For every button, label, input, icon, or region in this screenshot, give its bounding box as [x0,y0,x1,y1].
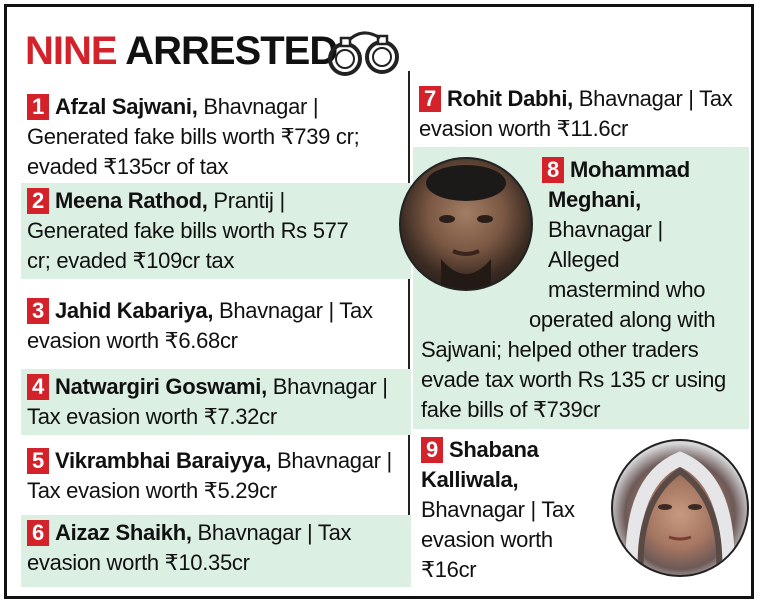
entry-3: 3 Jahid Kabariya, Bhavnagar | Tax evasion… [21,293,411,359]
entry-number: 9 [421,437,443,463]
headline-count: NINE [25,29,118,73]
entry-text: cr; evaded ₹109cr tax [27,248,235,273]
entry-text: Bhavnagar | [548,217,663,242]
entry-text: operated along with [529,307,716,332]
column-divider [408,71,410,585]
face-illustration-icon [625,451,735,575]
entry-name: Aizaz Shaikh, [55,520,192,545]
handcuffs-icon [328,31,399,76]
entry-8-body-wide: Sajwani; helped other traders evade tax … [421,335,726,425]
entry-text: evaded ₹135cr of tax [27,154,229,179]
entry-text: Tax evasion worth ₹5.29cr [27,478,277,503]
entry-name: Shabana [449,437,539,462]
entry-text: evasion worth ₹10.35cr [27,550,250,575]
entry-name: Jahid Kabariya, [55,298,214,323]
shabana-kalliwala-photo [611,439,749,577]
entry-number: 5 [27,448,49,474]
entry-text: evasion worth ₹11.6cr [419,116,629,141]
headline-word: ARRESTED [125,29,338,73]
entry-text: Prantij | [207,188,285,213]
entry-text: Alleged [548,247,620,272]
entry-text: Bhavnagar | Tax [572,86,733,111]
entry-1: 1 Afzal Sajwani, Bhavnagar | Generated fa… [21,89,411,185]
entry-number: 2 [27,188,49,214]
entry-text: Sajwani; helped other traders [421,337,699,362]
entry-text: Bhavnagar | Tax [213,298,373,323]
entry-8-body-narrow: Bhavnagar | Alleged mastermind who [548,215,706,305]
entry-number: 4 [27,374,49,400]
entry-2: 2 Meena Rathod, Prantij | Generated fake … [21,183,411,279]
entry-name: Vikrambhai Baraiyya, [55,448,272,473]
entry-name: Afzal Sajwani, [55,94,198,119]
entry-8-head: 8 Mohammad Meghani, [542,155,690,215]
entry-8-body-mid: operated along with [529,305,716,335]
entry-text: Bhavnagar | Tax [191,520,352,545]
entry-text: Bhavnagar | Tax [421,497,575,522]
entry-text: evasion worth ₹6.68cr [27,328,238,353]
entry-number: 8 [542,157,564,183]
entry-number: 7 [419,86,441,112]
entry-text: Bhavnagar | [197,94,319,119]
entry-9: 9 Shabana Kalliwala, Bhavnagar | Tax evas… [421,435,575,585]
entry-text: evasion worth [421,527,553,552]
entry-4: 4 Natwargiri Goswami, Bhavnagar | Tax eva… [21,369,411,435]
entry-number: 6 [27,520,49,546]
infographic-frame: NINE ARRESTED 1 Afzal Sajwani, Bhavnagar … [4,4,754,599]
entry-name: Mohammad [570,157,690,182]
entry-name: Natwargiri Goswami, [55,374,267,399]
entry-name: Meena Rathod, [55,188,208,213]
mohammad-meghani-photo [399,157,533,291]
entry-number: 3 [27,298,49,324]
entry-name-continued: Meghani, [548,187,641,212]
face-illustration-icon [426,165,506,289]
entry-text: Bhavnagar | [271,448,392,473]
entry-text: fake bills of ₹739cr [421,397,601,422]
entry-text: Bhavnagar | [266,374,388,399]
entry-text: Generated fake bills worth Rs 577 [27,218,349,243]
entry-6: 6 Aizaz Shaikh, Bhavnagar | Tax evasion w… [21,515,411,587]
entry-text: evade tax worth Rs 135 cr using [421,367,726,392]
entry-name-continued: Kalliwala, [421,467,519,492]
entry-7: 7 Rohit Dabhi, Bhavnagar | Tax evasion wo… [413,81,749,147]
entry-text: ₹16cr [421,557,477,582]
entry-text: mastermind who [548,277,706,302]
entry-text: Tax evasion worth ₹7.32cr [27,404,277,429]
entry-text: Generated fake bills worth ₹739 cr; [27,124,360,149]
entry-name: Rohit Dabhi, [447,86,573,111]
headline: NINE ARRESTED [25,27,338,75]
entry-number: 1 [27,94,49,120]
entry-5: 5 Vikrambhai Baraiyya, Bhavnagar | Tax ev… [21,443,411,509]
